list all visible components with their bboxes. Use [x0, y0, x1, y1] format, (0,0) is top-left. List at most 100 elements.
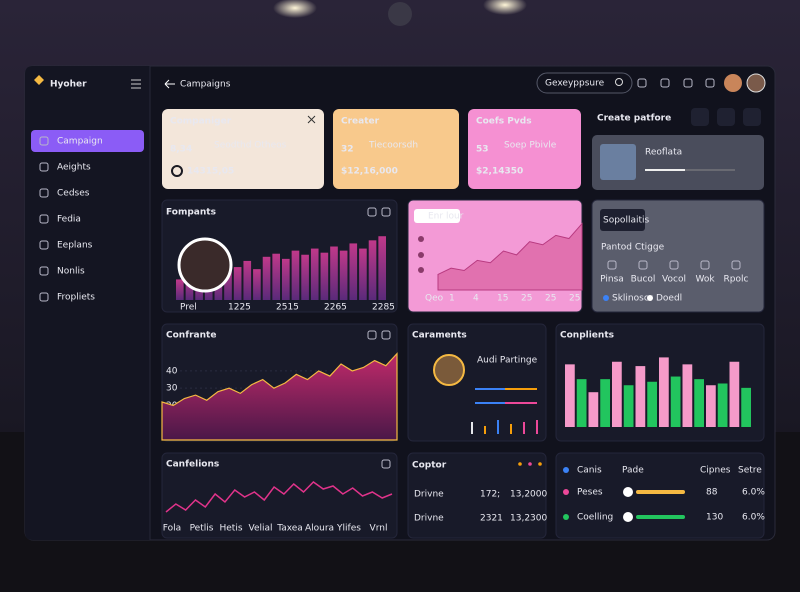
- bar: [262, 256, 271, 300]
- panel: [407, 323, 547, 442]
- tag: [600, 209, 645, 231]
- row-value: 130: [706, 513, 723, 523]
- bar: [565, 364, 575, 427]
- nav-item[interactable]: Cedses: [57, 189, 90, 199]
- stat-title: Coefs Pvds: [476, 117, 532, 127]
- column-header: Canis: [577, 466, 602, 476]
- avatar[interactable]: [746, 73, 766, 93]
- header-icon: [637, 78, 647, 88]
- x-tick-label: 1: [449, 294, 455, 304]
- nav-item[interactable]: Nonlis: [57, 267, 85, 277]
- row-dot: [563, 514, 569, 520]
- bar: [706, 385, 716, 427]
- icon: [367, 330, 377, 340]
- bar: [741, 387, 751, 427]
- avatar[interactable]: [724, 74, 742, 92]
- x-tick-label: 25: [569, 294, 580, 304]
- x-tick-label: 1225: [228, 303, 251, 313]
- area: [161, 352, 398, 441]
- dot: [563, 467, 569, 473]
- bar: [291, 250, 300, 300]
- bar: [588, 392, 599, 427]
- panel-button[interactable]: [743, 108, 761, 126]
- bar: [576, 379, 587, 427]
- bar: [272, 253, 280, 300]
- panel-title: Caraments: [412, 331, 467, 341]
- stat-amount: $2,14350: [476, 167, 523, 177]
- x-tick-label: Prel: [180, 303, 197, 313]
- bar: [233, 267, 242, 300]
- stat-card: [162, 109, 324, 189]
- bar: [623, 385, 634, 427]
- row-value: 88: [706, 488, 718, 498]
- panel-title: Confrante: [166, 331, 216, 341]
- row-percent: 6.0%: [742, 488, 765, 498]
- panel-button[interactable]: [691, 108, 709, 126]
- panel-title: Coptor: [412, 461, 447, 471]
- bar: [253, 269, 261, 300]
- bar: [670, 376, 681, 427]
- icon-label: Vocol: [662, 275, 686, 285]
- row-name: Drivne: [414, 490, 444, 500]
- stat-note: Tiecoorsdh: [368, 141, 418, 151]
- brand: Hyoher: [50, 80, 87, 90]
- amount-icon: [171, 165, 183, 177]
- stat-amount: $12,16,000: [341, 167, 398, 177]
- search-icon[interactable]: [615, 78, 623, 86]
- nav-item[interactable]: Fropliets: [57, 293, 95, 303]
- search-text: Gexeyppsure: [545, 79, 605, 89]
- bar: [378, 236, 386, 300]
- bar: [282, 258, 290, 300]
- x-tick-label: Ylifes: [336, 524, 361, 534]
- legend-label: Doedl: [656, 294, 682, 304]
- app-icon: [731, 260, 741, 270]
- nav-item[interactable]: Eeplans: [57, 241, 93, 251]
- nav-item[interactable]: Fedia: [57, 215, 81, 225]
- bar: [682, 364, 693, 427]
- x-tick-label: Qeo: [425, 294, 444, 304]
- icon-label: Bucol: [631, 275, 656, 285]
- panel: [555, 452, 765, 539]
- bar: [717, 383, 728, 427]
- icon-label: Wok: [695, 275, 715, 285]
- x-tick-label: 15: [497, 294, 508, 304]
- panel: [407, 452, 547, 539]
- panel-button[interactable]: [717, 108, 735, 126]
- page-title: Campaigns: [180, 80, 231, 90]
- bar: [310, 248, 319, 300]
- x-tick-label: Velial: [248, 524, 272, 534]
- row-amount: 13,2000: [510, 490, 547, 500]
- y-tick-label: 40: [166, 366, 178, 376]
- bar: [600, 379, 610, 427]
- lamp: [273, 0, 317, 18]
- mini-bar: [497, 420, 499, 434]
- app-icon: [607, 260, 617, 270]
- bar: [635, 366, 646, 427]
- nav-item[interactable]: Aeights: [57, 163, 91, 173]
- x-tick-label: 4: [473, 294, 479, 304]
- bar: [243, 260, 252, 300]
- legend-label: Sklinoscr: [612, 294, 653, 304]
- button[interactable]: [414, 209, 460, 223]
- nav-icon: [39, 162, 49, 172]
- line: [165, 481, 393, 513]
- back-arrow[interactable]: [164, 79, 175, 89]
- close-icon[interactable]: [307, 115, 316, 124]
- icon-label: Pinsa: [600, 275, 624, 285]
- panel-title: Conplients: [560, 331, 614, 341]
- nav-icon: [39, 136, 49, 146]
- bar: [320, 252, 329, 300]
- search[interactable]: [536, 72, 633, 94]
- avatar: [177, 237, 233, 293]
- lamp: [483, 0, 527, 15]
- profile-name: Reoflata: [645, 148, 682, 158]
- panel-title: Fompants: [166, 208, 216, 218]
- bar: [659, 357, 669, 427]
- icon: [367, 207, 377, 217]
- nav-icon: [39, 240, 49, 250]
- area: [437, 222, 583, 291]
- nav-item[interactable]: Campaign: [57, 137, 103, 147]
- bar: [176, 279, 184, 300]
- row-name: Peses: [577, 488, 603, 498]
